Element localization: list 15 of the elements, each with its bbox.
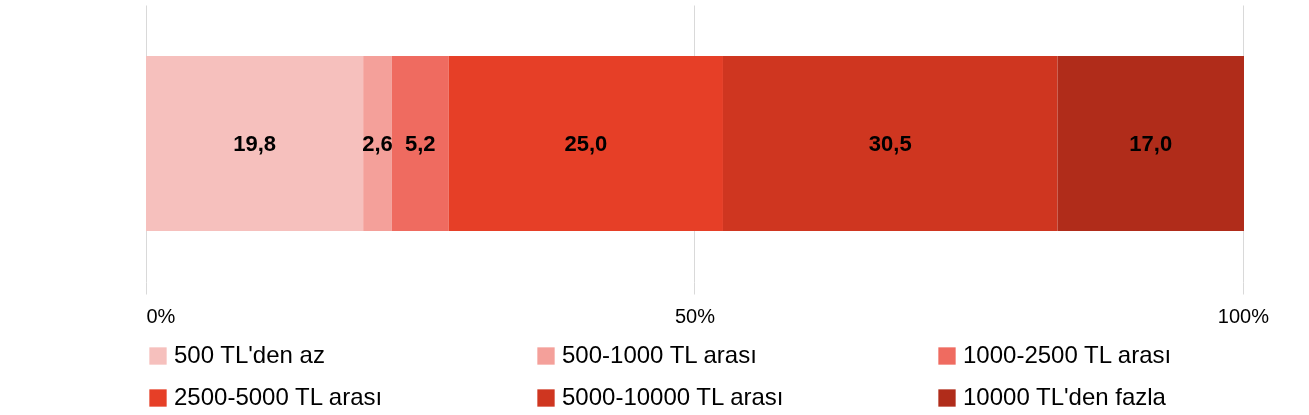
data-label: 19,8 xyxy=(233,130,277,156)
legend-label: 500 TL'den az xyxy=(174,341,325,368)
legend-label: 1000-2500 TL arası xyxy=(963,341,1172,368)
legend-label: 2500-5000 TL arası xyxy=(174,383,383,410)
legend-label: 10000 TL'den fazla xyxy=(963,383,1167,410)
data-label: 17,0 xyxy=(1129,130,1173,156)
x-tick-label: 100% xyxy=(1217,304,1270,327)
data-label: 25,0 xyxy=(564,130,608,156)
data-label: 5,2 xyxy=(404,130,436,156)
data-label: 30,5 xyxy=(868,130,912,156)
legend-label: 500-1000 TL arası xyxy=(562,341,757,368)
x-tick-label: 0% xyxy=(146,304,176,327)
x-tick-label: 50% xyxy=(674,304,716,327)
data-label: 2,6 xyxy=(362,130,393,156)
legend-label: 5000-10000 TL arası xyxy=(562,383,784,410)
